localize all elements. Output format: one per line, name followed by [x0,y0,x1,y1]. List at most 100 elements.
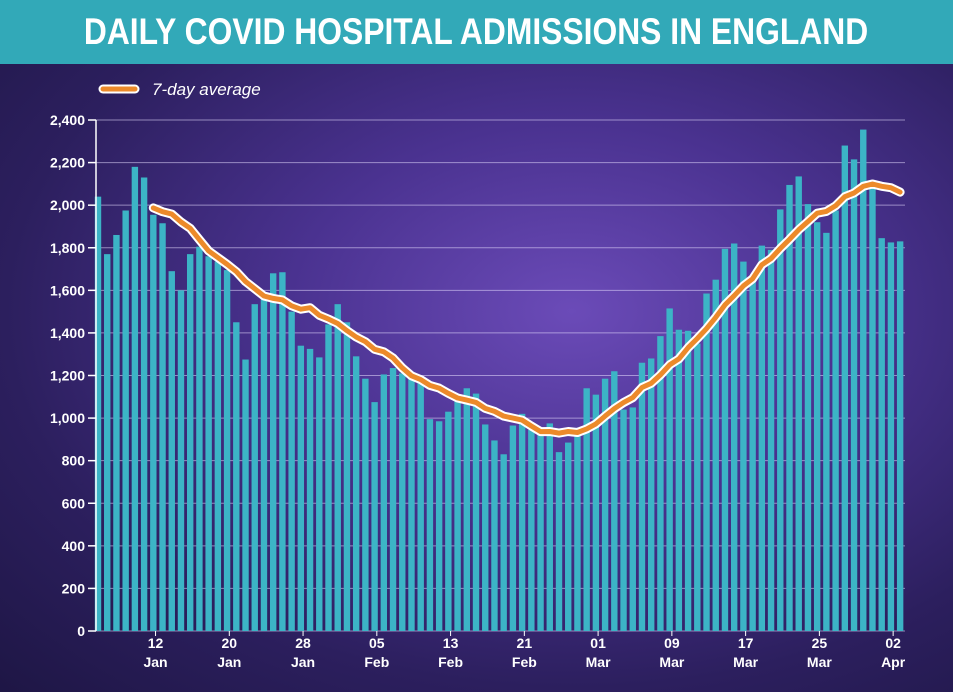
x-tick-month: Feb [364,654,389,670]
bar [150,214,157,631]
bar [555,452,563,631]
bar [214,261,222,631]
bar [223,270,231,631]
bar [463,388,470,631]
bar [205,256,212,631]
average-line [150,181,903,436]
bar [509,425,517,631]
bar [795,176,802,631]
bar [159,223,166,631]
bar [583,388,590,631]
x-tick-month: Jan [143,654,167,670]
bar [380,374,388,631]
y-tick-label: 1,800 [50,240,85,256]
bar [648,358,655,631]
bar [325,324,332,631]
bar [408,377,415,631]
bar [546,423,553,631]
bar [177,290,185,631]
y-tick-label: 1,600 [50,282,85,298]
bar [869,188,876,631]
bar [242,359,249,631]
y-tick-label: 1,400 [50,325,85,341]
bar [251,304,258,631]
x-tick-day: 25 [812,635,828,651]
bar [306,348,314,631]
bar [472,393,480,631]
x-tick-month: Jan [291,654,315,670]
bar [878,238,885,631]
bar [113,234,120,631]
bar [518,413,526,631]
bar [786,184,793,632]
x-tick-day: 09 [664,635,680,651]
bar [491,440,498,631]
x-tick-day: 05 [369,635,385,651]
bar [445,411,452,631]
x-tick-month: Mar [659,654,684,670]
bar [832,210,839,632]
legend: 7-day average [98,80,261,99]
x-tick-month: Jan [217,654,241,670]
bar [187,254,194,631]
bar [371,402,378,631]
x-tick-month: Apr [881,654,906,670]
y-tick-label: 800 [62,453,86,469]
bar [601,378,609,631]
bar [694,343,701,631]
bar [592,394,600,631]
bar [703,293,710,631]
bar [684,330,692,631]
y-tick-label: 600 [62,495,86,511]
y-tick-label: 1,200 [50,368,85,384]
chart-title: DAILY COVID HOSPITAL ADMISSIONS IN ENGLA… [84,11,869,52]
y-tick-label: 200 [62,580,86,596]
bar [666,308,673,631]
bar [104,254,111,631]
x-tick-day: 02 [885,635,901,651]
bar [620,409,627,631]
x-tick-month: Feb [512,654,537,670]
bar [712,279,719,631]
bar [352,356,360,631]
bar [343,322,351,631]
x-tick-day: 21 [517,635,533,651]
bar [131,166,139,631]
bar [196,246,203,631]
bar [730,243,738,631]
legend-label: 7-day average [152,80,261,99]
bar [399,373,406,631]
bar [804,204,812,631]
bar [657,336,664,631]
x-tick-day: 13 [443,635,459,651]
bar [675,329,683,631]
bar [297,345,305,631]
bar [574,432,581,631]
bar [269,273,277,631]
bar [813,222,821,631]
bar [500,454,507,631]
bar [233,322,240,631]
bar [417,382,424,631]
bar [454,399,461,631]
y-tick-label: 2,400 [50,112,85,128]
y-tick-label: 400 [62,538,86,554]
bar [389,368,397,631]
bar [334,304,341,631]
bar [537,432,544,631]
bar [740,261,747,631]
x-tick-month: Feb [438,654,463,670]
bar [426,419,434,631]
bar [611,371,618,631]
bar [565,442,572,631]
x-tick-day: 28 [295,635,311,651]
bar [288,311,295,631]
bar [279,272,286,631]
bar [94,196,102,631]
bar [316,357,323,631]
y-tick-label: 1,000 [50,410,85,426]
x-tick-day: 20 [222,635,238,651]
bar [860,129,867,632]
bar [749,280,756,631]
